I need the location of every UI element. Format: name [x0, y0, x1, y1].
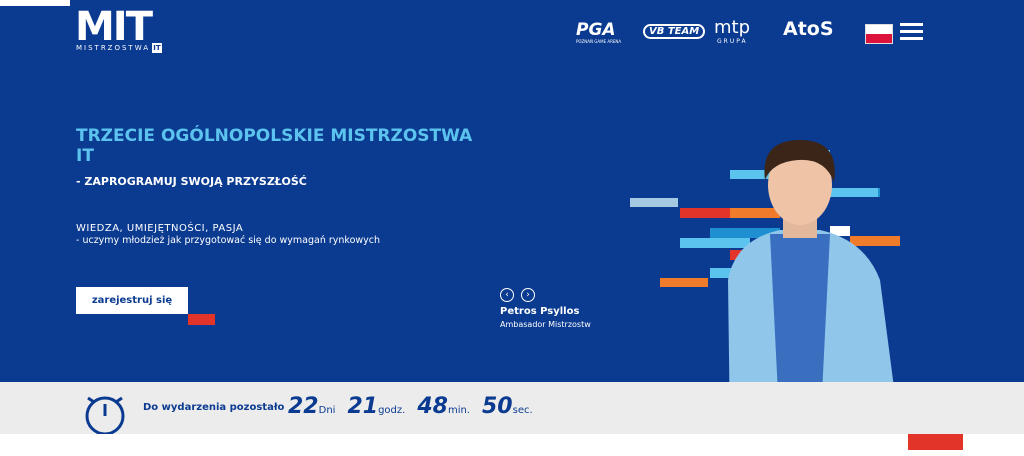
countdown-unit: sec. — [512, 405, 533, 416]
countdown-number: 50 — [482, 394, 513, 419]
stripe — [730, 170, 770, 179]
stripe — [850, 236, 900, 246]
partner-logo[interactable]: VB TEAM — [643, 24, 706, 39]
logo[interactable]: MIT MISTRZOSTWA IT — [75, 4, 170, 56]
stripe — [710, 228, 780, 238]
menu-line — [900, 23, 923, 26]
accent-block — [908, 432, 963, 450]
countdown-unit: godz. — [378, 405, 406, 416]
menu-line — [900, 37, 923, 40]
countdown-number: 48 — [417, 394, 448, 419]
stripe — [680, 238, 750, 248]
hero-title: TRZECIE OGÓLNOPOLSKIE MISTRZOSTWA IT — [76, 126, 473, 166]
partner-logo[interactable]: AtoS — [783, 18, 834, 40]
countdown-values: 22Dni 21godz. 48min. 50sec. — [288, 394, 545, 419]
person-role: Ambasador Mistrzostw — [500, 320, 591, 329]
countdown-number: 22 — [288, 394, 319, 419]
stripe — [630, 198, 678, 207]
partner-sub: POZNAŃ GAME ARENA — [576, 39, 622, 44]
stripe — [830, 226, 850, 236]
stripe — [830, 188, 878, 197]
face — [768, 145, 832, 225]
person-name: Petros Psyllos — [500, 306, 580, 317]
button-accent — [188, 314, 215, 325]
countdown-unit: Dni — [318, 405, 336, 416]
partner-logo[interactable]: PGA — [576, 20, 616, 40]
countdown-unit: min. — [447, 405, 470, 416]
partner-logo[interactable]: mtp — [714, 17, 751, 38]
stripe — [680, 208, 730, 218]
prev-button[interactable]: ‹ — [500, 288, 514, 302]
countdown-bar — [0, 382, 1024, 434]
menu-button[interactable] — [900, 23, 923, 41]
next-button[interactable]: › — [521, 288, 535, 302]
menu-line — [900, 30, 923, 33]
logo-badge: IT — [152, 43, 162, 53]
hero-subtitle: - ZAPROGRAMUJ SWOJĄ PRZYSZŁOŚĆ — [76, 175, 307, 188]
icon-button — [115, 396, 123, 404]
countdown-label: Do wydarzenia pozostało — [143, 402, 285, 413]
stripe — [660, 278, 708, 287]
icon-circle — [85, 396, 125, 434]
language-flag[interactable] — [865, 24, 893, 44]
logo-text: MIT — [75, 4, 153, 50]
top-strip — [0, 0, 70, 6]
icon-button — [87, 396, 95, 404]
logo-sub: MISTRZOSTWA — [76, 44, 151, 52]
hero-tagline: WIEDZA, UMIEJĘTNOŚCI, PASJA — [76, 223, 244, 234]
stripe — [730, 208, 780, 218]
stripe — [710, 268, 740, 278]
stopwatch-icon — [85, 396, 125, 434]
partner-sub: GRUPA — [717, 38, 748, 45]
register-button[interactable]: zarejestruj się — [76, 287, 188, 314]
countdown-number: 21 — [347, 394, 379, 419]
hero-description: - uczymy młodzież jak przygotować się do… — [76, 235, 381, 246]
hair — [764, 140, 835, 182]
